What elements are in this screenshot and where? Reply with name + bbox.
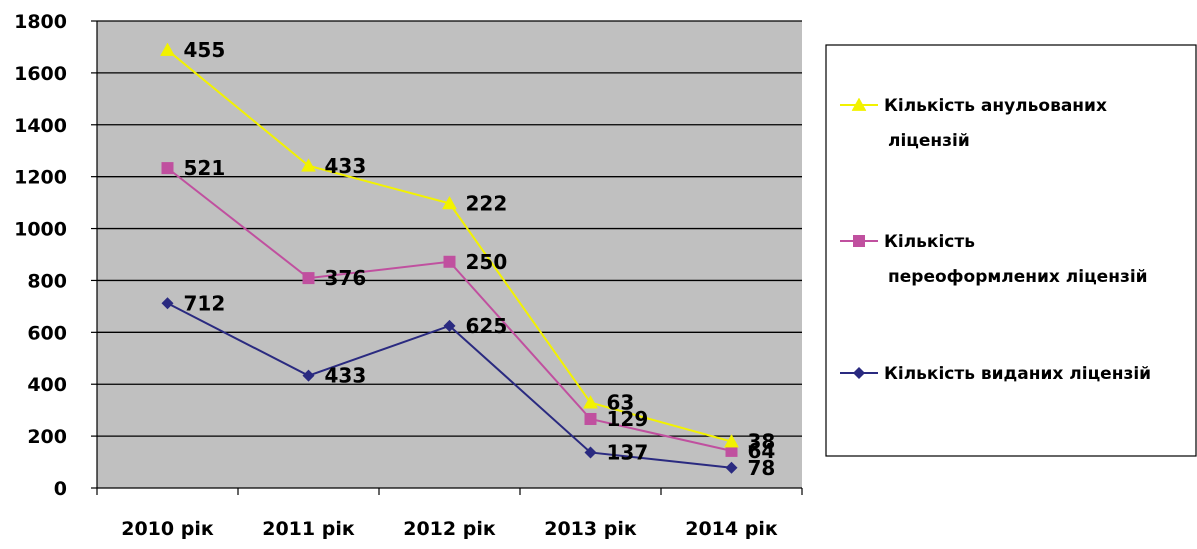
legend-label-annulled: ліцензій (888, 131, 970, 151)
y-tick-label: 200 (27, 426, 67, 448)
data-label-reissued: 250 (466, 250, 508, 274)
data-label-issued: 712 (184, 291, 226, 315)
x-tick-label: 2010 рік (121, 518, 214, 540)
data-label-issued: 137 (607, 440, 649, 464)
data-label-annulled: 38 (748, 430, 776, 454)
data-label-reissued: 64 (748, 439, 776, 463)
plot-area: 0 200 400 600 800 1000 1200 1400 1600 1800 2010 рі… (14, 11, 803, 540)
y-tick-label: 1800 (14, 11, 67, 33)
data-point-issued (725, 461, 738, 474)
legend-label-annulled: Кількість анульованих (884, 96, 1107, 116)
legend-marker-annulled (851, 97, 867, 111)
data-label-annulled: 433 (325, 154, 367, 178)
data-point-issued (161, 297, 174, 310)
legend-marker-reissued (853, 235, 865, 247)
data-label-issued: 625 (466, 314, 508, 338)
data-label-annulled: 63 (607, 391, 635, 415)
x-tick-label: 2013 рік (544, 518, 637, 540)
legend-box (825, 44, 1197, 457)
data-label-annulled: 455 (184, 38, 226, 62)
y-tick-label: 1400 (14, 115, 67, 137)
y-tick-label: 1000 (14, 219, 67, 241)
data-point-reissued (161, 162, 174, 175)
x-tick-label: 2014 рік (685, 518, 778, 540)
data-point-issued (302, 369, 315, 382)
data-label-reissued: 129 (607, 407, 649, 431)
data-point-annulled (724, 434, 739, 448)
legend-label-issued: Кількість виданих ліцензій (884, 364, 1151, 384)
data-label-issued: 433 (325, 364, 367, 388)
data-point-reissued (302, 272, 315, 285)
y-tick-label: 1200 (14, 167, 67, 189)
data-label-reissued: 376 (325, 266, 367, 290)
data-point-annulled (160, 42, 175, 56)
data-point-annulled (301, 158, 316, 172)
data-label-issued: 78 (748, 456, 776, 480)
legend-marker-issued (853, 367, 865, 379)
data-point-reissued (584, 412, 597, 425)
data-point-annulled (442, 195, 457, 210)
data-label-reissued: 521 (184, 156, 226, 180)
y-tick-label: 400 (27, 374, 67, 396)
legend-label-reissued: Кількість (884, 232, 975, 252)
legend-label-reissued: переоформлених ліцензій (888, 267, 1148, 287)
data-label-annulled: 222 (466, 191, 508, 215)
y-tick-label: 0 (54, 478, 67, 500)
data-point-reissued (725, 444, 738, 457)
y-tick-label: 1600 (14, 63, 67, 85)
plot-background (97, 21, 802, 488)
y-tick-label: 600 (27, 322, 67, 344)
y-tick-label: 800 (27, 270, 67, 292)
x-tick-label: 2011 рік (262, 518, 355, 540)
data-point-issued (584, 446, 597, 459)
data-point-annulled (583, 395, 598, 409)
x-tick-label: 2012 рік (403, 518, 496, 540)
legend: Кількість анульованих ліцензій Кількість пе… (825, 44, 1197, 457)
data-point-reissued (443, 255, 456, 268)
data-point-issued (443, 319, 456, 332)
